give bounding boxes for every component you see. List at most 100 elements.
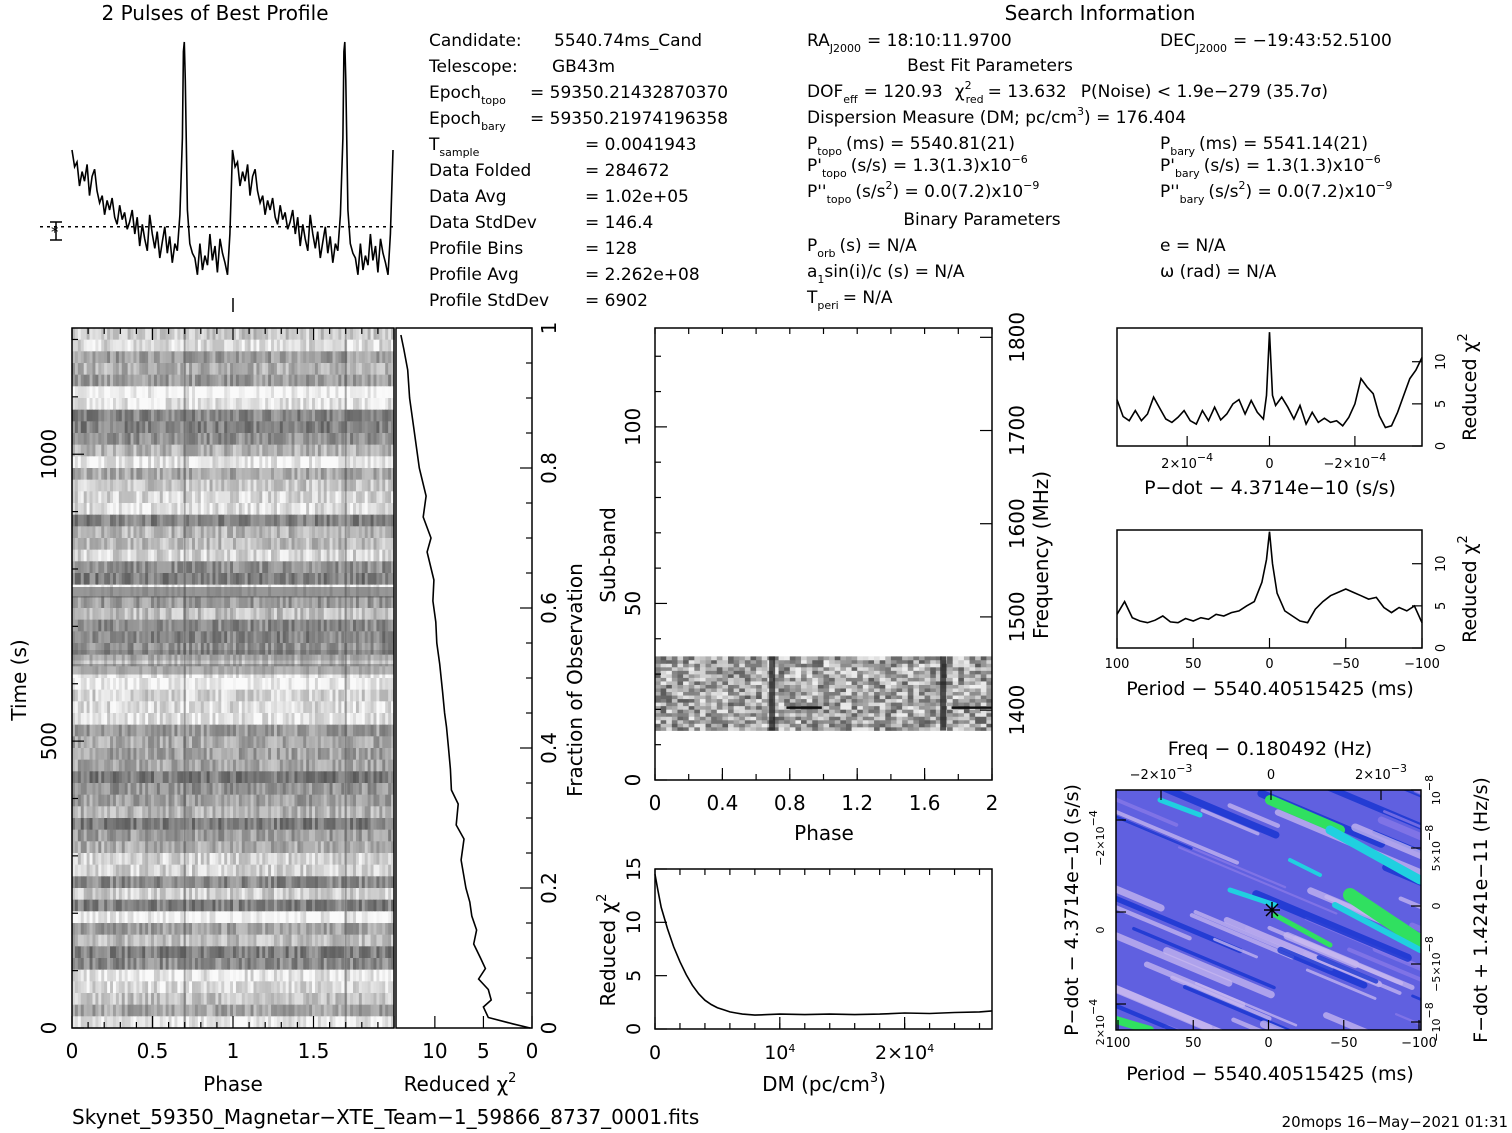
greyscale-cell [118,794,123,807]
greyscale-cell [312,444,316,457]
greyscale-cell [382,549,386,562]
greyscale-cell [291,339,295,352]
greyscale-cell [259,538,263,551]
greyscale-cell [233,514,237,527]
greyscale-cell [107,421,111,434]
greyscale-cell [259,654,263,667]
greyscale-cell [121,374,126,387]
greyscale-cell [370,374,375,387]
greyscale-cell [174,584,178,597]
greyscale-cell [218,608,222,621]
greyscale-cell [297,328,301,341]
greyscale-cell [192,619,196,632]
greyscale-cell [72,806,76,819]
greyscale-cell [192,736,196,749]
greyscale-cell [136,841,140,854]
greyscale-cell [265,409,269,422]
greyscale-cell [388,596,392,609]
greyscale-cell [358,724,363,737]
greyscale-cell [233,561,237,574]
greyscale-cell [151,666,155,679]
greyscale-cell [115,748,120,761]
greyscale-cell [95,491,99,504]
greyscale-cell [171,596,175,609]
greyscale-cell [101,818,105,831]
greyscale-cell [253,794,257,807]
greyscale-cell [329,573,334,586]
greyscale-cell [288,456,293,469]
greyscale-cell [391,328,394,341]
greyscale-cell [338,561,342,574]
greyscale-cell [112,596,117,609]
greyscale-cell [350,806,354,819]
greyscale-cell [244,339,249,352]
greyscale-cell [77,561,82,574]
greyscale-cell [259,818,263,831]
greyscale-cell [221,619,225,632]
greyscale-cell [241,456,246,469]
greyscale-cell [262,596,266,609]
greyscale-cell [118,468,123,481]
greyscale-cell [92,339,96,352]
greyscale-cell [121,608,126,621]
greyscale-cell [353,433,357,446]
greyscale-cell [218,701,222,714]
greyscale-cell [276,421,281,434]
greyscale-cell [197,654,202,667]
greyscale-cell [373,363,377,376]
greyscale-cell [271,631,275,644]
greyscale-cell [385,398,389,411]
greyscale-cell [256,514,260,527]
greyscale-cell [338,631,342,644]
greyscale-cell [121,503,126,516]
greyscale-cell [197,328,202,341]
greyscale-cell [320,689,325,702]
greyscale-cell [391,351,394,364]
greyscale-cell [80,771,85,784]
greyscale-cell [72,351,76,364]
greyscale-cell [285,736,290,749]
greyscale-cell [192,724,196,737]
greyscale-cell [391,339,394,352]
greyscale-cell [262,526,266,539]
greyscale-cell [72,409,76,422]
greyscale-cell [92,456,96,469]
greyscale-cell [72,491,76,504]
greyscale-cell [165,689,170,702]
greyscale-cell [98,596,102,609]
greyscale-cell [151,479,155,492]
greyscale-cell [227,643,231,656]
greyscale-cell [118,584,123,597]
greyscale-cell [285,619,290,632]
greyscale-cell [259,468,263,481]
greyscale-cell [174,794,178,807]
greyscale-cell [329,783,334,796]
greyscale-cell [268,561,272,574]
greyscale-cell [361,759,366,772]
greyscale-cell [306,818,310,831]
greyscale-cell [142,783,146,796]
greyscale-cell [92,374,96,387]
greyscale-cell [373,339,377,352]
greyscale-cell [338,608,342,621]
greyscale-cell [326,596,331,609]
greyscale-cell [335,678,339,691]
omega-line: ω (rad) = N/A [1160,262,1277,282]
greyscale-cell [317,724,322,737]
greyscale-cell [364,479,369,492]
greyscale-cell [241,713,246,726]
greyscale-cell [197,783,202,796]
greyscale-cell [355,398,360,411]
greyscale-cell [203,678,208,691]
greyscale-cell [291,759,295,772]
greyscale-cell [332,806,336,819]
greyscale-cell [326,526,331,539]
greyscale-cell [332,701,336,714]
greyscale-cell [83,409,88,422]
greyscale-cell [338,549,342,562]
greyscale-cell [77,596,82,609]
greyscale-cell [347,771,351,784]
greyscale-cell [273,794,278,807]
greyscale-cell [203,783,208,796]
greyscale-cell [156,526,161,539]
